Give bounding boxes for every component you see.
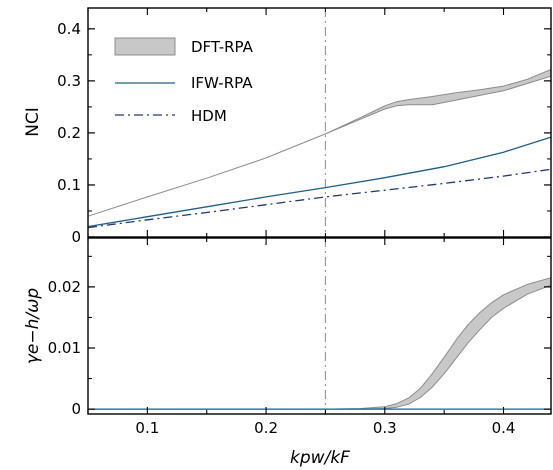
- xtick-label: 0.2: [254, 419, 278, 437]
- legend-label-ifw-rpa: IFW-RPA: [191, 74, 253, 92]
- series-dft-rpa-band: [87, 277, 552, 410]
- top-panel: 0 0.1 0.2 0.3 0.4: [57, 7, 552, 246]
- series-hdm-line: [87, 168, 552, 229]
- legend-label-dft-rpa: DFT-RPA: [191, 38, 254, 56]
- axes-frame: [87, 237, 552, 415]
- bottom-ylabel: γe−h/ωp: [23, 288, 43, 365]
- xtick-label: 0.4: [492, 419, 516, 437]
- series-ifw-rpa-line: [87, 136, 552, 228]
- axes-frame: [87, 7, 552, 238]
- xtick-label: 0.3: [373, 419, 397, 437]
- legend: DFT-RPA IFW-RPA HDM: [114, 37, 254, 125]
- bottom-panel: 0 0.01 0.02 0.1 0.2 0.3 0.4: [48, 237, 552, 437]
- ytick-label: 0.1: [57, 176, 81, 194]
- xtick-label: 0.1: [135, 419, 159, 437]
- ytick-label: 0.2: [57, 124, 81, 142]
- legend-label-hdm: HDM: [191, 107, 227, 125]
- series-dft-rpa-band: [87, 68, 552, 217]
- ytick-label: 0.3: [57, 72, 81, 90]
- xlabel: kpw/kF: [290, 448, 350, 468]
- legend-swatch-dft-rpa: [114, 37, 176, 56]
- ytick-label: 0.4: [57, 20, 81, 38]
- top-ylabel: NCI: [23, 107, 43, 137]
- ytick-label: 0.01: [48, 339, 81, 357]
- ytick-label: 0: [71, 400, 81, 418]
- ytick-label: 0.02: [48, 278, 81, 296]
- ytick-label: 0: [71, 228, 81, 246]
